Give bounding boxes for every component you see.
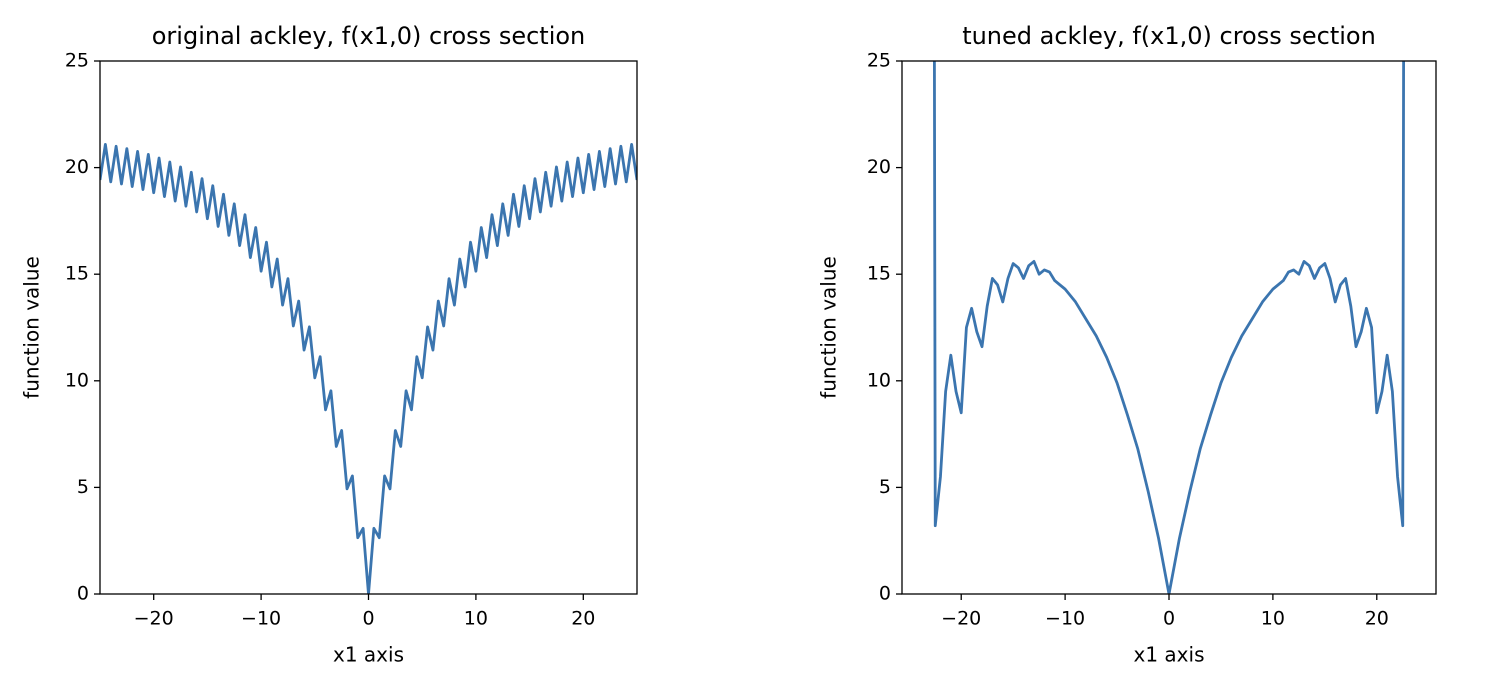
y-tick-label: 0 bbox=[879, 583, 891, 605]
x-axis-label: x1 axis bbox=[1134, 643, 1205, 667]
y-tick-label: 10 bbox=[65, 369, 89, 391]
y-tick-label: 20 bbox=[65, 156, 89, 178]
axes-frame bbox=[99, 60, 638, 595]
y-tick-label: 15 bbox=[65, 263, 89, 285]
x-tick-label: −20 bbox=[134, 608, 174, 630]
line bbox=[100, 142, 637, 594]
y-tick-label: 25 bbox=[65, 50, 89, 72]
y-tick-label: 20 bbox=[867, 156, 891, 178]
y-tick-label: 10 bbox=[867, 369, 891, 391]
chart-title: tuned ackley, f(x1,0) cross section bbox=[962, 22, 1376, 50]
y-tick-label: 5 bbox=[77, 476, 89, 498]
x-tick-label: 10 bbox=[1261, 608, 1285, 630]
x-tick-label: 20 bbox=[571, 608, 595, 630]
x-tick-label: −10 bbox=[1045, 608, 1085, 630]
axes-frame bbox=[901, 60, 1437, 595]
y-tick-label: 5 bbox=[879, 476, 891, 498]
x-tick-label: 0 bbox=[1163, 608, 1175, 630]
subplot: original ackley, f(x1,0) cross section x1… bbox=[20, 22, 638, 667]
y-tick-label: 0 bbox=[77, 583, 89, 605]
x-tick-label: −10 bbox=[241, 608, 281, 630]
y-axis-label: function value bbox=[20, 256, 44, 399]
y-tick-label: 25 bbox=[867, 50, 891, 72]
subplot: tuned ackley, f(x1,0) cross section x1 ax… bbox=[817, 22, 1437, 667]
x-tick-label: 10 bbox=[464, 608, 488, 630]
y-tick-label: 15 bbox=[867, 263, 891, 285]
y-axis-label: function value bbox=[817, 256, 841, 399]
line bbox=[933, 61, 1405, 594]
x-tick-label: 20 bbox=[1365, 608, 1389, 630]
x-tick-label: −20 bbox=[941, 608, 981, 630]
chart-title: original ackley, f(x1,0) cross section bbox=[152, 22, 586, 50]
x-axis-label: x1 axis bbox=[333, 643, 404, 667]
x-tick-label: 0 bbox=[362, 608, 374, 630]
